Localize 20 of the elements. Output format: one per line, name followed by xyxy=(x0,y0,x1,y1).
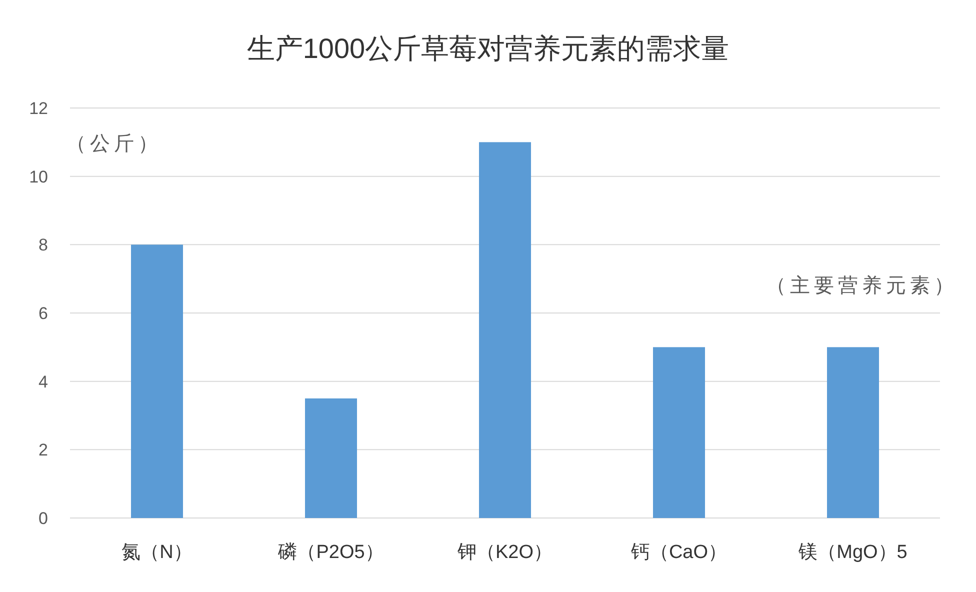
y-tick-label: 4 xyxy=(38,372,48,392)
x-tick-label: 磷（P2O5） xyxy=(277,542,384,563)
y-tick-label: 12 xyxy=(29,99,48,118)
y-tick-label: 6 xyxy=(38,304,48,323)
bar xyxy=(827,347,879,518)
x-tick-label: 氮（N） xyxy=(122,542,192,563)
y-axis-title: （公斤） xyxy=(66,133,162,155)
annotation: （主要营养元素） xyxy=(766,274,958,297)
x-tick-label: 钾（K2O） xyxy=(456,542,553,563)
chart-title: 生产1000公斤草莓对营养元素的需求量 xyxy=(246,33,730,64)
y-tick-label: 8 xyxy=(38,236,48,255)
bar xyxy=(305,398,357,518)
y-tick-label: 10 xyxy=(29,167,48,186)
y-tick-label: 2 xyxy=(38,440,48,460)
x-tick-label: 镁（MgO）5 xyxy=(798,542,908,563)
bar xyxy=(479,142,531,518)
y-tick-label: 0 xyxy=(38,509,48,528)
x-tick-label: 钙（CaO） xyxy=(630,542,728,563)
bar xyxy=(131,244,183,518)
bar xyxy=(653,347,705,518)
